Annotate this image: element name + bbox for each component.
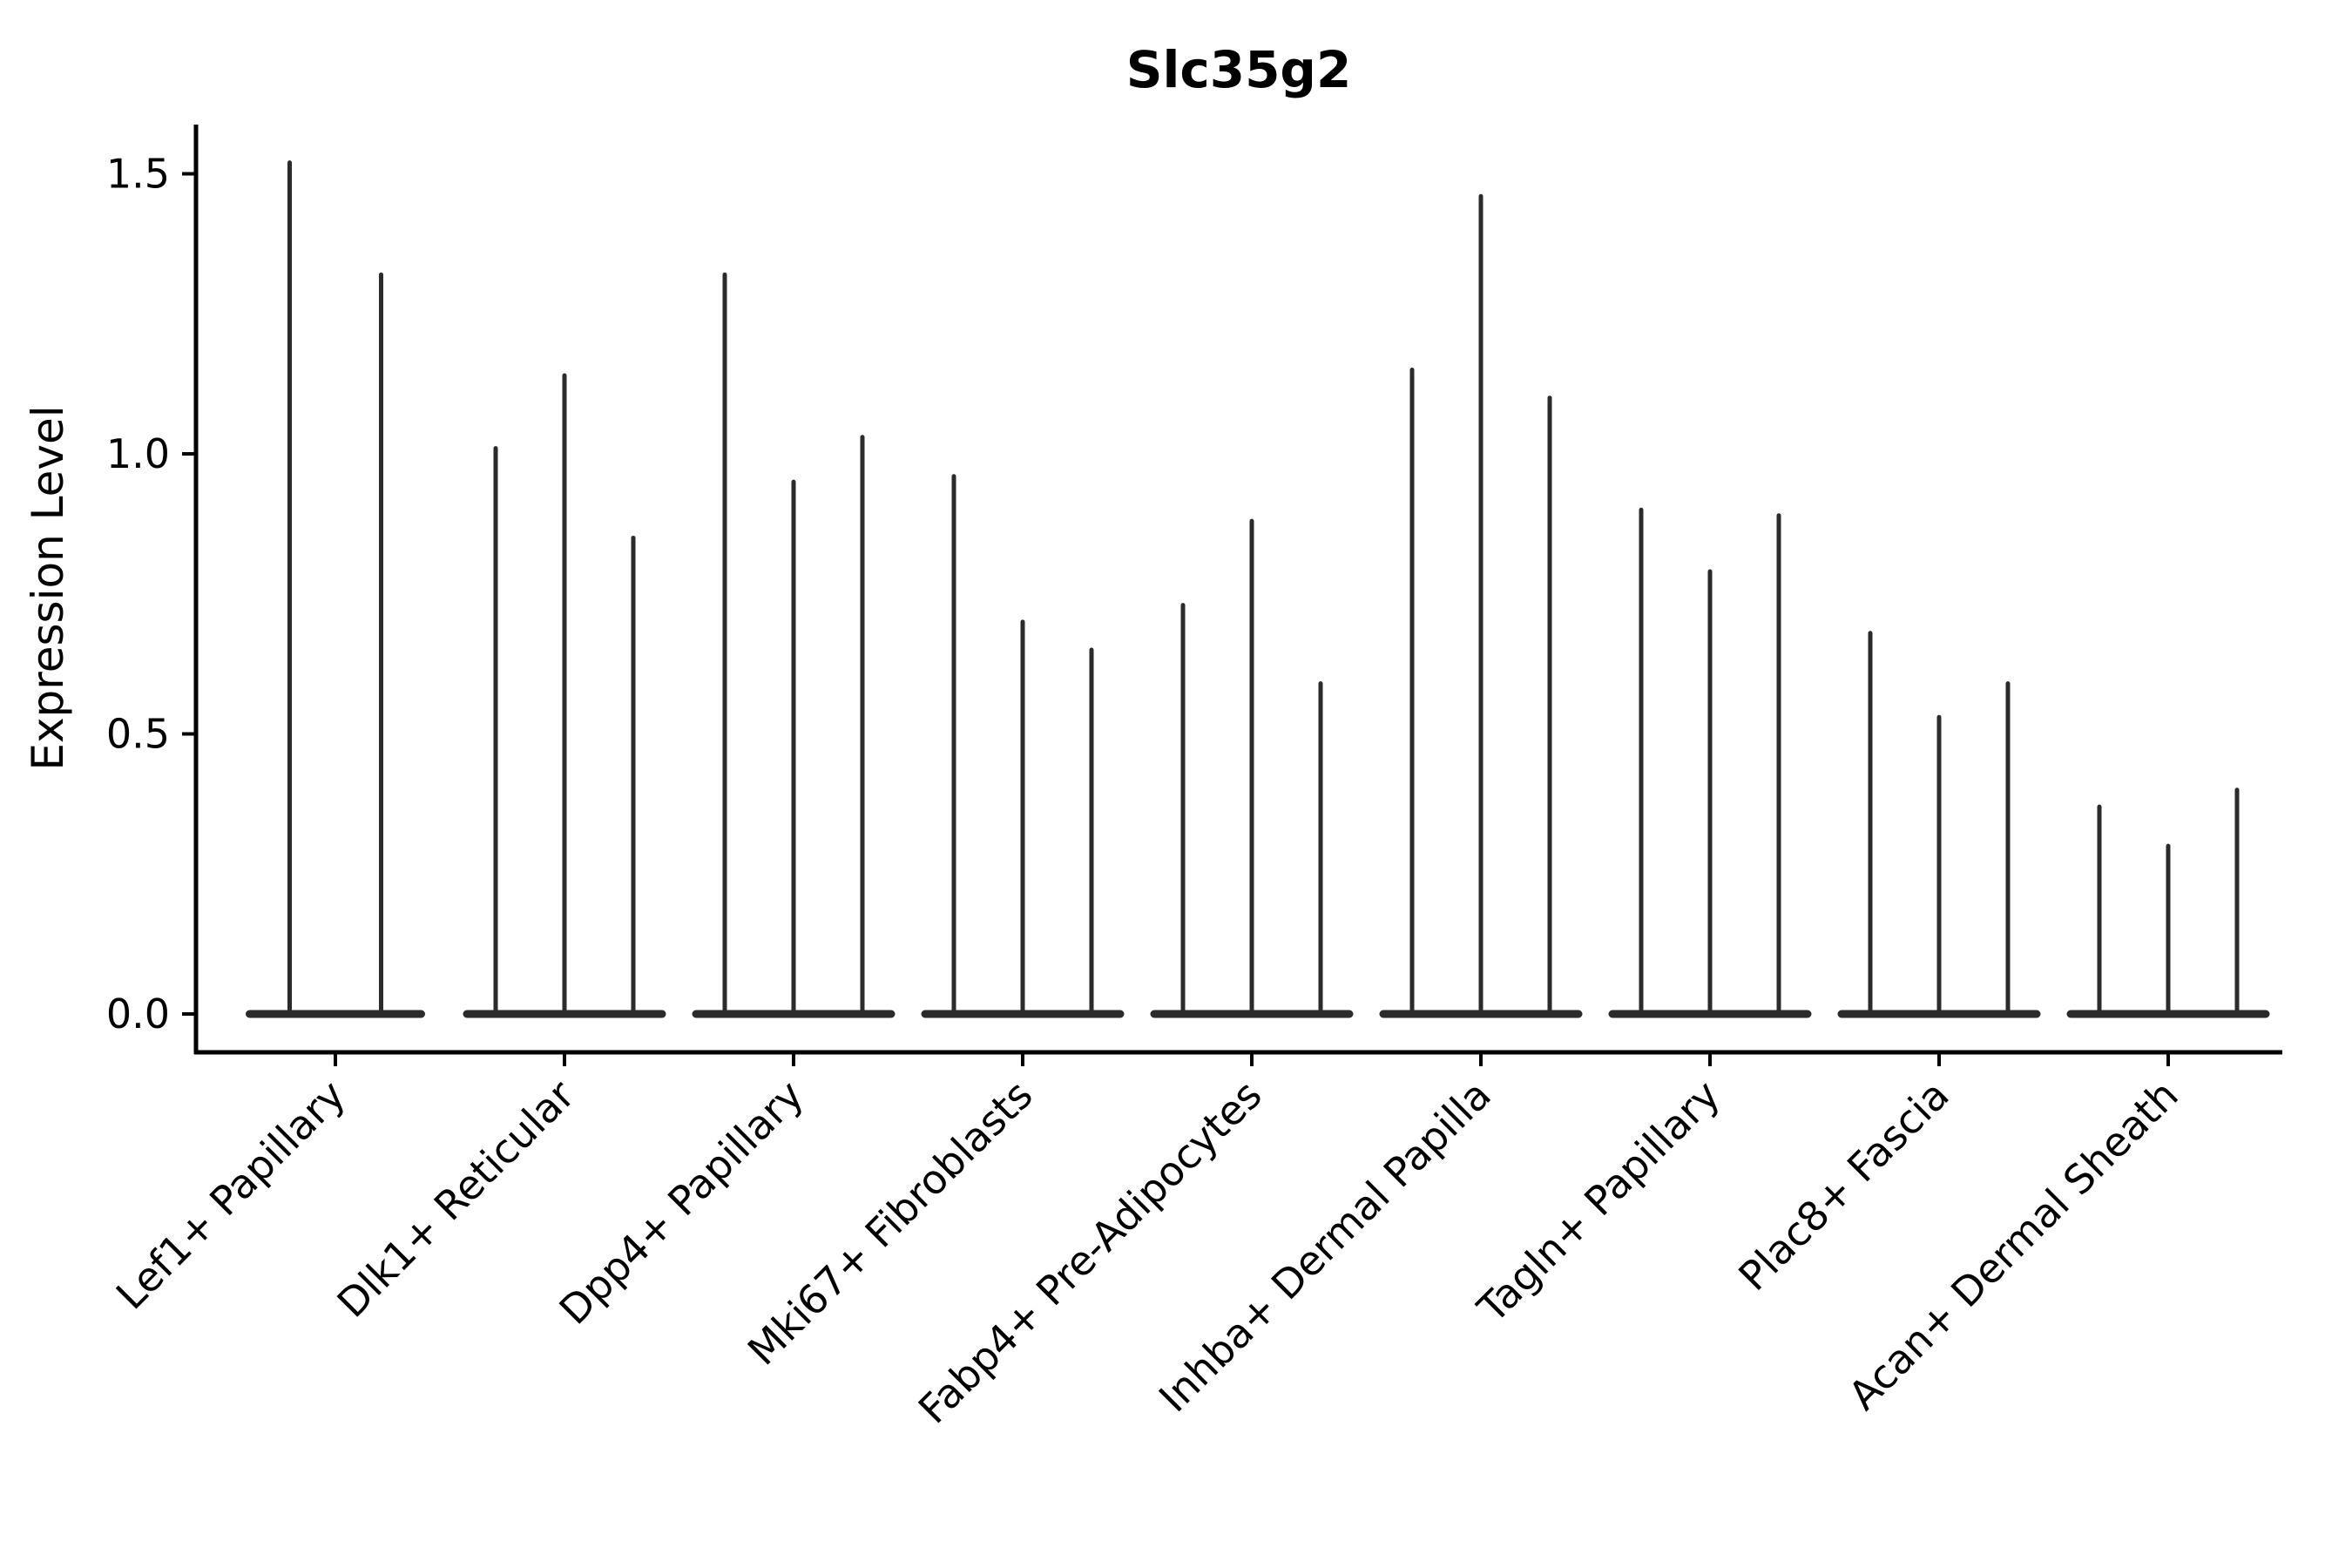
axes-layer bbox=[182, 125, 2282, 1066]
x-tick-label: Dpp4+ Papillary bbox=[551, 1071, 813, 1334]
y-axis-title: Expression Level bbox=[23, 405, 73, 770]
y-tick-label: 1.0 bbox=[106, 430, 170, 477]
x-tick-label: Tagln+ Papillary bbox=[1468, 1071, 1729, 1333]
violin-base bbox=[246, 1010, 425, 1018]
violins-layer bbox=[246, 160, 2270, 1018]
x-tick-label: Plac8+ Fascia bbox=[1729, 1071, 1957, 1300]
x-tick-label: Lef1+ Papillary bbox=[107, 1071, 355, 1319]
x-tick-label: Dlk1+ Reticular bbox=[328, 1071, 584, 1327]
y-tick-label: 1.5 bbox=[106, 151, 170, 198]
y-tick-label: 0.5 bbox=[106, 711, 170, 758]
y-tick-label: 0.0 bbox=[106, 990, 170, 1037]
chart-title: Slc35g2 bbox=[1126, 40, 1352, 99]
